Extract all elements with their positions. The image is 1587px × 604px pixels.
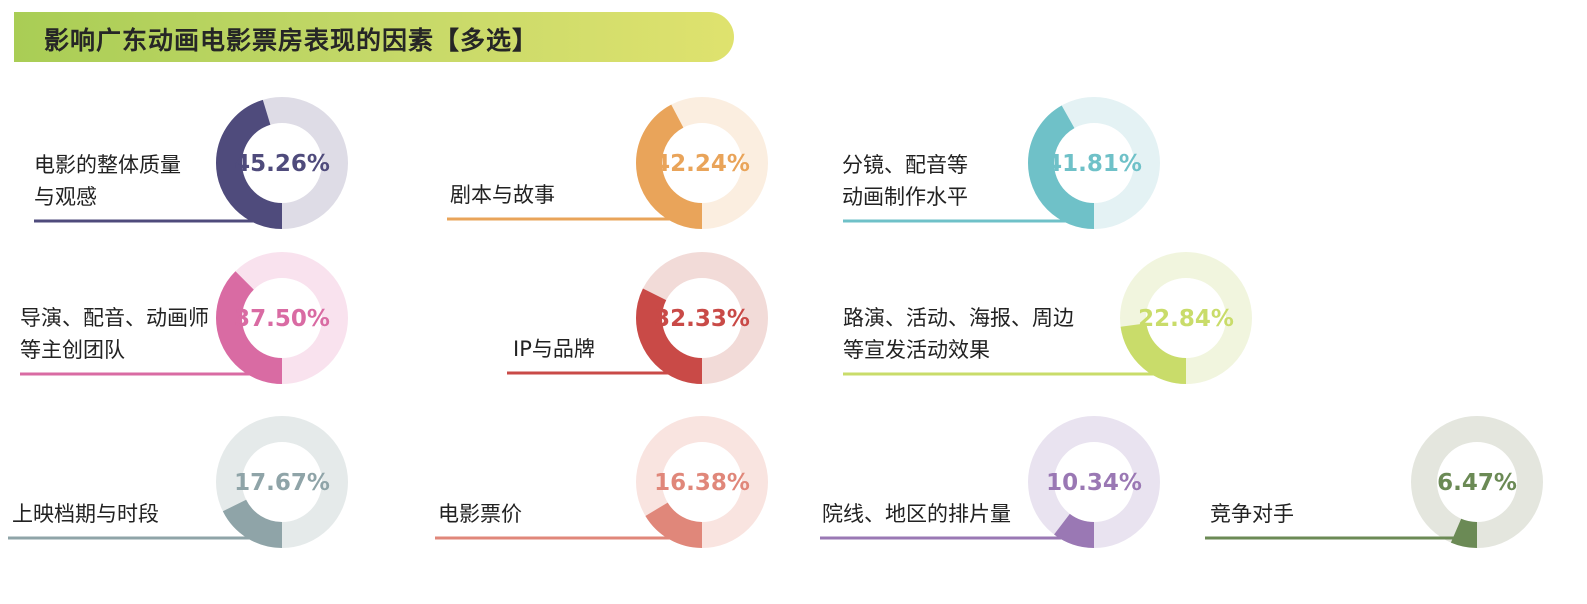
percent-label: 10.34% [1046,470,1142,496]
donut-value-arc [216,252,348,384]
percent-label: 6.47% [1437,470,1517,496]
donut-value-arc [636,252,768,384]
category-label: 竞争对手 [1210,502,1294,526]
category-label: IP与品牌 [513,337,595,361]
donut-value-arc [1120,252,1252,384]
donut-group: 32.33% IP与品牌 [507,252,768,384]
donut-value-arc [636,97,768,229]
category-label: 上映档期与时段 [12,502,159,526]
donut-value-arc [636,416,768,548]
category-label: 与观感 [34,185,97,209]
percent-label: 45.26% [234,151,330,177]
percent-label: 37.50% [234,306,330,332]
category-label: 电影的整体质量 [34,153,181,177]
category-label: 等主创团队 [20,338,125,362]
category-label: 电影票价 [438,502,522,526]
donut-value-arc [1028,416,1160,548]
donut-group: 10.34% 院线、地区的排片量 [820,416,1160,548]
donut-group: 16.38% 电影票价 [435,416,768,548]
title-banner: 影响广东动画电影票房表现的因素【多选】 [14,12,734,62]
donut-value-arc [1411,416,1543,548]
donut-group: 17.67% 上映档期与时段 [8,416,348,548]
category-label: 分镜、配音等 [842,153,968,177]
category-label: 等宣发活动效果 [843,338,990,362]
percent-label: 16.38% [654,470,750,496]
donut-group: 6.47% 竞争对手 [1205,416,1543,548]
donut-group: 42.24% 剧本与故事 [447,97,768,229]
category-label: 动画制作水平 [842,185,968,209]
chart-title: 影响广东动画电影票房表现的因素【多选】 [44,26,539,55]
percent-label: 42.24% [654,151,750,177]
percent-label: 17.67% [234,470,330,496]
category-label: 院线、地区的排片量 [822,502,1011,526]
donut-value-arc [216,97,348,229]
percent-label: 22.84% [1138,306,1234,332]
donut-value-arc [216,416,348,548]
category-label: 剧本与故事 [450,183,555,207]
percent-label: 41.81% [1046,151,1142,177]
category-label: 导演、配音、动画师 [20,306,209,330]
percent-label: 32.33% [654,306,750,332]
donut-value-arc [1028,97,1160,229]
category-label: 路演、活动、海报、周边 [843,306,1074,330]
